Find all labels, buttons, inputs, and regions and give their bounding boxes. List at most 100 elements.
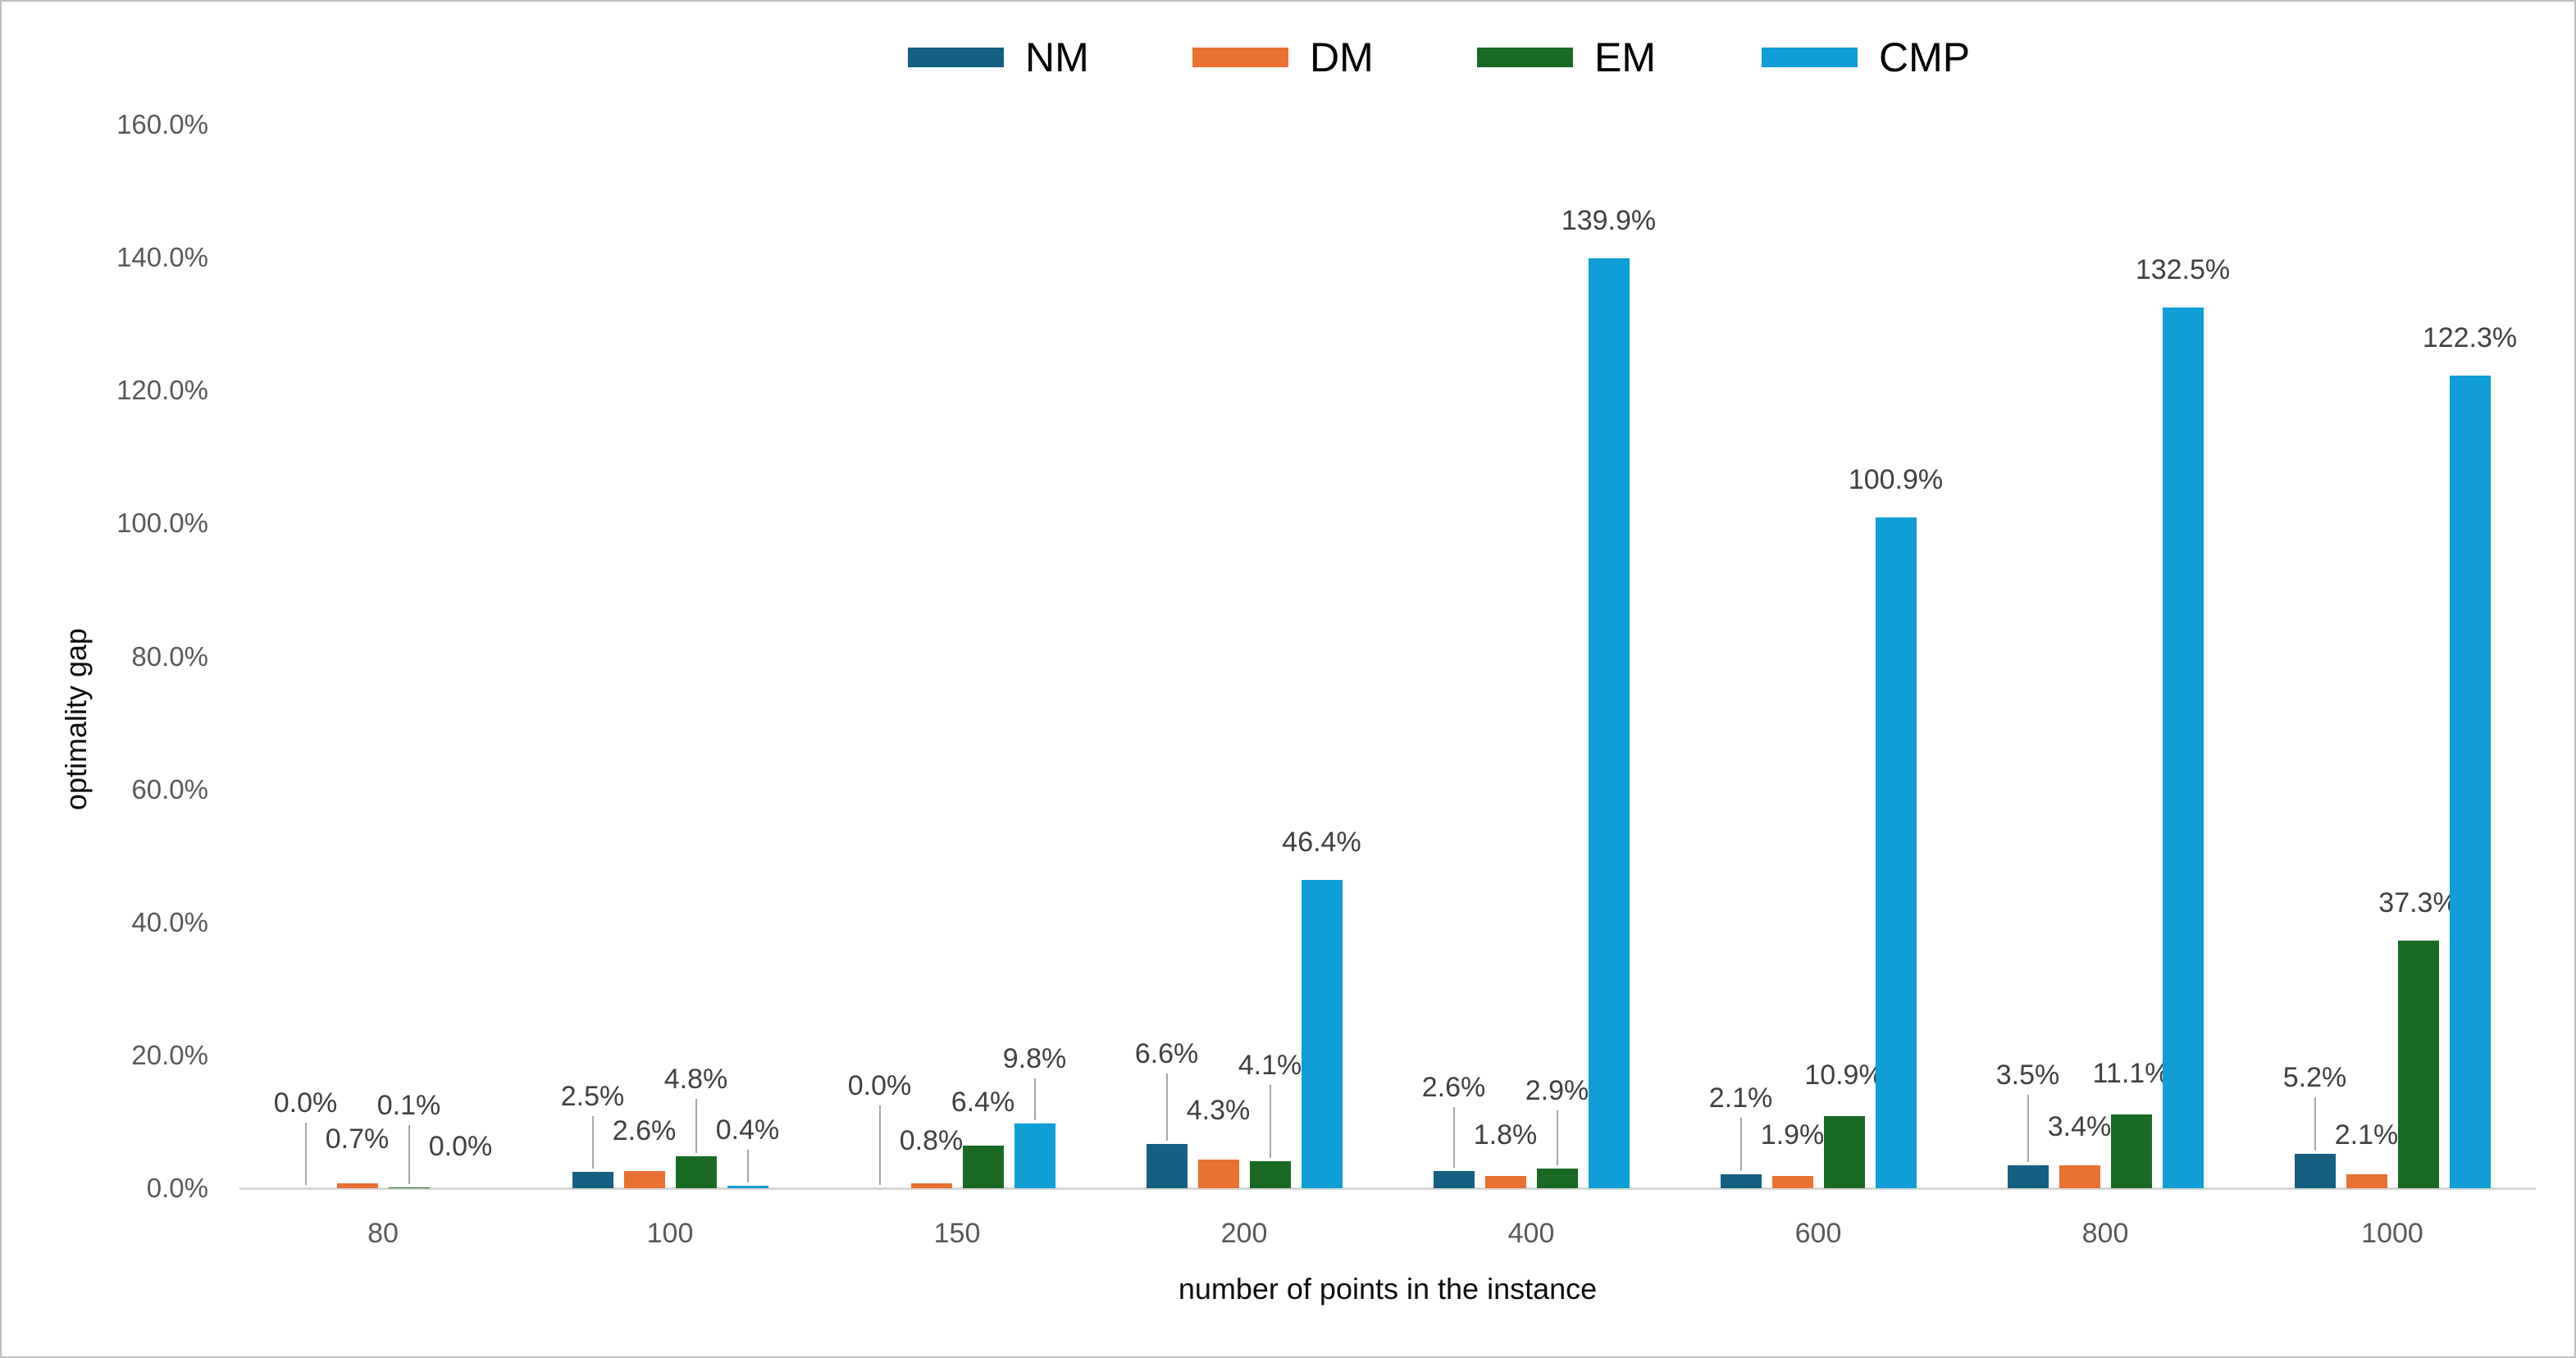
legend-swatch-DM <box>1192 48 1288 67</box>
bar-EM-200 <box>1249 1161 1291 1188</box>
data-label-EM-600: 10.9% <box>1804 1060 1884 1091</box>
data-label-CMP-400: 139.9% <box>1561 205 1657 236</box>
y-tick-label: 140.0% <box>116 242 208 273</box>
bar-EM-150 <box>962 1146 1004 1188</box>
data-label-DM-800: 3.4% <box>2047 1111 2112 1142</box>
data-label-NM-800: 3.5% <box>1995 1060 2060 1091</box>
y-tick-label: 80.0% <box>131 640 208 672</box>
bar-CMP-400 <box>1588 258 1630 1188</box>
data-label-NM-600: 2.1% <box>1708 1082 1773 1114</box>
bar-NM-1000 <box>2294 1154 2336 1188</box>
data-label-EM-200: 4.1% <box>1238 1050 1302 1081</box>
x-tick-label: 800 <box>2081 1218 2129 1249</box>
bar-CMP-100 <box>727 1186 768 1188</box>
x-tick-label: 400 <box>1507 1218 1555 1249</box>
bar-DM-100 <box>623 1171 665 1188</box>
bar-EM-1000 <box>2397 941 2439 1188</box>
data-label-EM-400: 2.9% <box>1525 1075 1589 1106</box>
data-label-CMP-600: 100.9% <box>1848 464 1944 495</box>
bar-CMP-1000 <box>2449 376 2491 1188</box>
data-label-EM-150: 6.4% <box>951 1087 1015 1118</box>
y-tick-label: 100.0% <box>116 508 208 539</box>
x-tick-label: 200 <box>1220 1218 1268 1249</box>
data-label-NM-400: 2.6% <box>1421 1072 1486 1103</box>
bar-CMP-600 <box>1875 517 1917 1188</box>
bar-NM-100 <box>572 1172 613 1188</box>
data-label-CMP-150: 9.8% <box>1002 1043 1067 1074</box>
leader-line <box>878 1105 881 1185</box>
legend-swatch-CMP <box>1762 48 1858 67</box>
data-label-DM-100: 2.6% <box>612 1115 677 1146</box>
bar-EM-600 <box>1823 1116 1865 1188</box>
x-tick-label: 80 <box>367 1218 399 1249</box>
data-label-DM-1000: 2.1% <box>2334 1119 2399 1151</box>
leader-line <box>2027 1095 2029 1162</box>
legend-swatch-NM <box>908 48 1004 67</box>
bar-EM-100 <box>675 1156 717 1188</box>
leader-line <box>1452 1107 1455 1168</box>
bar-DM-80 <box>336 1183 378 1188</box>
bar-NM-400 <box>1433 1171 1475 1188</box>
y-tick-label: 20.0% <box>131 1039 208 1070</box>
leader-line <box>408 1125 410 1184</box>
data-label-CMP-80: 0.0% <box>428 1131 493 1162</box>
leader-line <box>1165 1073 1168 1141</box>
bar-DM-1000 <box>2346 1174 2387 1188</box>
data-label-DM-400: 1.8% <box>1473 1119 1538 1151</box>
leader-line <box>1739 1118 1742 1171</box>
leader-line <box>746 1150 749 1183</box>
y-tick-label: 0.0% <box>146 1173 208 1203</box>
x-tick-label: 150 <box>933 1218 981 1249</box>
bar-CMP-800 <box>2162 308 2204 1188</box>
data-label-DM-600: 1.9% <box>1760 1119 1825 1151</box>
legend-label-EM: EM <box>1594 34 1656 80</box>
leader-line <box>1033 1078 1036 1120</box>
leader-line <box>1556 1110 1558 1165</box>
bar-CMP-150 <box>1014 1123 1055 1188</box>
data-label-NM-100: 2.5% <box>560 1081 625 1112</box>
bar-EM-400 <box>1536 1169 1578 1188</box>
data-label-NM-200: 6.6% <box>1134 1038 1199 1069</box>
bar-DM-400 <box>1484 1176 1526 1188</box>
legend-label-NM: NM <box>1025 34 1089 80</box>
legend-label-DM: DM <box>1310 34 1374 80</box>
data-label-NM-1000: 5.2% <box>2282 1062 2347 1093</box>
bar-EM-80 <box>388 1187 430 1188</box>
x-axis-line <box>239 1187 2536 1190</box>
y-axis-title: optimality gap <box>59 627 93 811</box>
bar-DM-150 <box>910 1183 952 1188</box>
leader-line <box>695 1099 697 1153</box>
data-label-NM-80: 0.0% <box>273 1087 338 1119</box>
legend-label-CMP: CMP <box>1879 34 1971 80</box>
bar-DM-600 <box>1771 1176 1813 1188</box>
x-axis-title: number of points in the instance <box>1178 1272 1598 1306</box>
y-tick-label: 120.0% <box>116 375 208 406</box>
data-label-EM-1000: 37.3% <box>2378 887 2458 918</box>
data-label-CMP-1000: 122.3% <box>2422 322 2518 353</box>
legend-swatch-EM <box>1477 48 1573 67</box>
data-label-DM-200: 4.3% <box>1186 1095 1251 1126</box>
bar-CMP-200 <box>1301 880 1343 1188</box>
data-label-CMP-200: 46.4% <box>1282 827 1361 858</box>
bar-NM-600 <box>1720 1174 1762 1188</box>
leader-line <box>591 1116 594 1169</box>
leader-line <box>1269 1085 1271 1158</box>
y-tick-label: 40.0% <box>131 906 208 937</box>
data-label-CMP-800: 132.5% <box>2135 254 2231 285</box>
data-label-CMP-100: 0.4% <box>715 1114 780 1146</box>
data-label-DM-150: 0.8% <box>899 1125 964 1156</box>
x-tick-label: 1000 <box>2361 1218 2423 1249</box>
bar-NM-800 <box>2007 1165 2049 1188</box>
leader-line <box>2314 1097 2316 1151</box>
x-tick-label: 600 <box>1794 1218 1842 1249</box>
data-label-DM-80: 0.7% <box>325 1123 390 1155</box>
y-tick-label: 60.0% <box>131 773 208 804</box>
leader-line <box>304 1123 307 1185</box>
data-label-EM-800: 11.1% <box>2092 1058 2170 1089</box>
bar-DM-800 <box>2059 1165 2100 1188</box>
bar-DM-200 <box>1197 1160 1239 1188</box>
y-tick-label: 160.0% <box>116 109 208 139</box>
x-tick-label: 100 <box>646 1218 694 1249</box>
data-label-EM-100: 4.8% <box>663 1064 728 1095</box>
